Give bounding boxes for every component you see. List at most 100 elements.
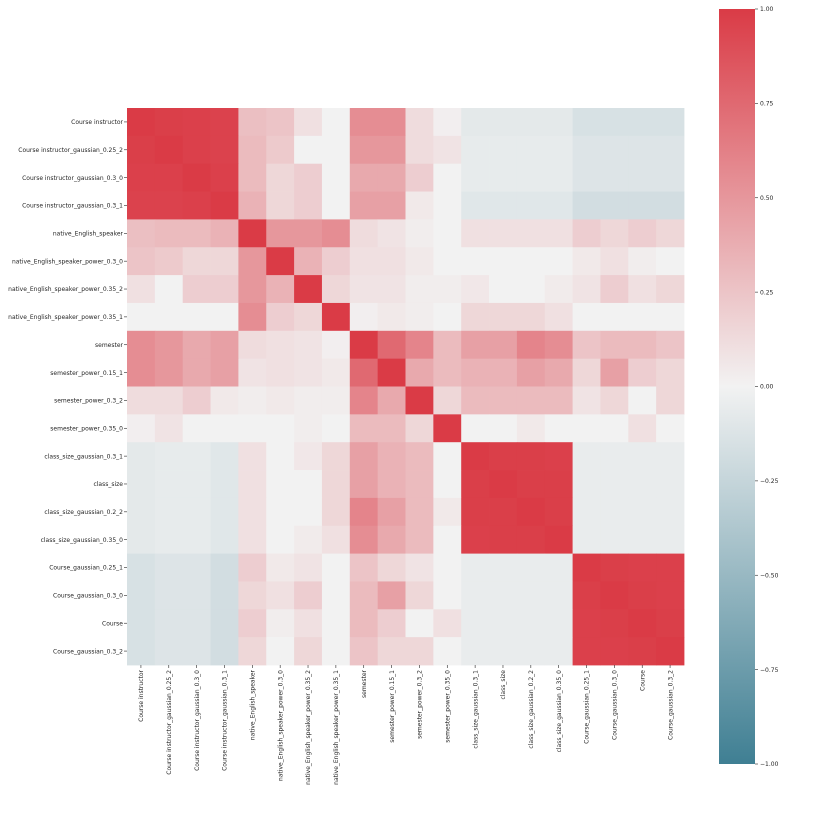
heatmap-cell-r15-c14	[516, 525, 546, 554]
heatmap-cell-r1-c15	[544, 135, 573, 165]
heatmap-cell-r19-c13	[489, 637, 518, 666]
heatmap-cell-r16-c7	[321, 553, 351, 582]
colorbar	[719, 9, 755, 764]
heatmap-cell-r6-c19	[656, 275, 685, 304]
heatmap-cell-r6-c13	[489, 275, 518, 304]
y-tick-label: semester_power_0.35_0	[50, 425, 123, 432]
heatmap-cell-r5-c8	[349, 247, 379, 276]
heatmap-cell-r9-c4	[238, 358, 267, 387]
heatmap-cell-r1-c14	[516, 135, 546, 165]
heatmap-cell-r4-c5	[266, 219, 295, 248]
heatmap-cell-r0-c13	[489, 108, 518, 137]
x-tick-label: class_size_gaussian_0.3_1	[472, 670, 479, 749]
heatmap-cell-r4-c14	[516, 219, 546, 248]
heatmap-cell-r4-c12	[461, 219, 490, 248]
heatmap-cell-r13-c16	[572, 470, 601, 499]
heatmap-cell-r6-c0	[127, 275, 156, 304]
heatmap-cell-r6-c3	[210, 275, 239, 304]
heatmap-cell-r12-c9	[377, 442, 406, 471]
heatmap-cell-r3-c4	[238, 191, 267, 220]
heatmap-cell-r5-c3	[210, 247, 239, 276]
heatmap-cell-r14-c1	[154, 497, 184, 527]
colorbar-tick-label: 0.75	[760, 101, 774, 108]
heatmap-cell-r2-c1	[154, 163, 184, 192]
heatmap-cell-r15-c1	[154, 525, 184, 554]
heatmap-cell-r10-c18	[628, 386, 657, 415]
heatmap-cell-r12-c19	[656, 442, 685, 471]
heatmap-cell-r8-c12	[461, 330, 490, 360]
heatmap-cell-r17-c12	[461, 581, 490, 610]
heatmap-cell-r5-c10	[405, 247, 434, 276]
heatmap-cell-r11-c13	[489, 414, 518, 443]
heatmap-cell-r18-c5	[266, 609, 295, 638]
heatmap-cell-r10-c19	[656, 386, 685, 415]
heatmap-cell-r17-c2	[182, 581, 211, 610]
heatmap-cell-r13-c2	[182, 470, 211, 499]
heatmap-cell-r12-c7	[321, 442, 351, 471]
heatmap-cell-r13-c0	[127, 470, 156, 499]
heatmap-cell-r8-c0	[127, 330, 156, 360]
heatmap-cell-r7-c14	[516, 302, 546, 332]
heatmap-cell-r15-c18	[628, 525, 657, 554]
heatmap-cell-r17-c6	[294, 581, 323, 610]
heatmap-cell-r10-c2	[182, 386, 211, 415]
heatmap-cell-r6-c18	[628, 275, 657, 304]
heatmap-cell-r7-c0	[127, 302, 156, 332]
heatmap-cell-r16-c10	[405, 553, 434, 582]
x-tick-label: Course_gaussian_0.3_0	[612, 670, 619, 740]
heatmap-cell-r14-c2	[182, 497, 211, 527]
heatmap-cell-r15-c10	[405, 525, 434, 554]
heatmap-cell-r5-c4	[238, 247, 267, 276]
heatmap-cell-r11-c4	[238, 414, 267, 443]
heatmap-cell-r8-c17	[600, 330, 629, 360]
heatmap-cell-r10-c6	[294, 386, 323, 415]
heatmap-cell-r2-c11	[433, 163, 462, 192]
heatmap-cell-r18-c0	[127, 609, 156, 638]
heatmap-cell-r16-c19	[656, 553, 685, 582]
heatmap-cell-r4-c11	[433, 219, 462, 248]
heatmap-cell-r4-c17	[600, 219, 629, 248]
heatmap-cell-r10-c1	[154, 386, 184, 415]
heatmap-cell-r6-c9	[377, 275, 406, 304]
heatmap-cell-r18-c15	[544, 609, 573, 638]
heatmap-cell-r16-c17	[600, 553, 629, 582]
y-tick-label: class_size	[93, 481, 123, 488]
heatmap-cell-r9-c11	[433, 358, 462, 387]
heatmap-cell-r13-c14	[516, 470, 546, 499]
heatmap-cell-r2-c7	[321, 163, 351, 192]
heatmap-cell-r18-c18	[628, 609, 657, 638]
heatmap-cell-r3-c16	[572, 191, 601, 220]
heatmap-cell-r16-c16	[572, 553, 601, 582]
heatmap-cell-r1-c16	[572, 135, 601, 165]
heatmap-cell-r0-c15	[544, 108, 573, 137]
heatmap-cell-r2-c18	[628, 163, 657, 192]
heatmap-cell-r6-c10	[405, 275, 434, 304]
heatmap-cell-r0-c4	[238, 108, 267, 137]
heatmap-cell-r18-c8	[349, 609, 379, 638]
heatmap-cell-r12-c11	[433, 442, 462, 471]
x-tick-label: Course_gaussian_0.25_1	[584, 670, 591, 744]
heatmap-cell-r7-c3	[210, 302, 239, 332]
heatmap-cell-r4-c9	[377, 219, 406, 248]
heatmap-cell-r7-c17	[600, 302, 629, 332]
heatmap-cell-r16-c12	[461, 553, 490, 582]
colorbar-tick-label: −1.00	[760, 761, 779, 768]
heatmap-cell-r16-c8	[349, 553, 379, 582]
heatmap-cell-r19-c19	[656, 637, 685, 666]
heatmap-cell-r8-c6	[294, 330, 323, 360]
heatmap-cell-r16-c11	[433, 553, 462, 582]
heatmap-cell-r8-c16	[572, 330, 601, 360]
x-tick-label: Course	[639, 670, 646, 691]
heatmap-cell-r9-c16	[572, 358, 601, 387]
heatmap-cell-r10-c17	[600, 386, 629, 415]
heatmap-cell-r8-c18	[628, 330, 657, 360]
colorbar-tick-label: −0.75	[760, 667, 779, 674]
heatmap-cell-r7-c12	[461, 302, 490, 332]
heatmap-cell-r1-c12	[461, 135, 490, 165]
heatmap-cell-r1-c2	[182, 135, 211, 165]
heatmap-cell-r11-c17	[600, 414, 629, 443]
heatmap-cell-r0-c0	[127, 108, 156, 137]
x-tick-label: native_English_speaker_power_0.35_1	[333, 670, 340, 785]
heatmap-cell-r7-c1	[154, 302, 184, 332]
heatmap-cell-r18-c13	[489, 609, 518, 638]
